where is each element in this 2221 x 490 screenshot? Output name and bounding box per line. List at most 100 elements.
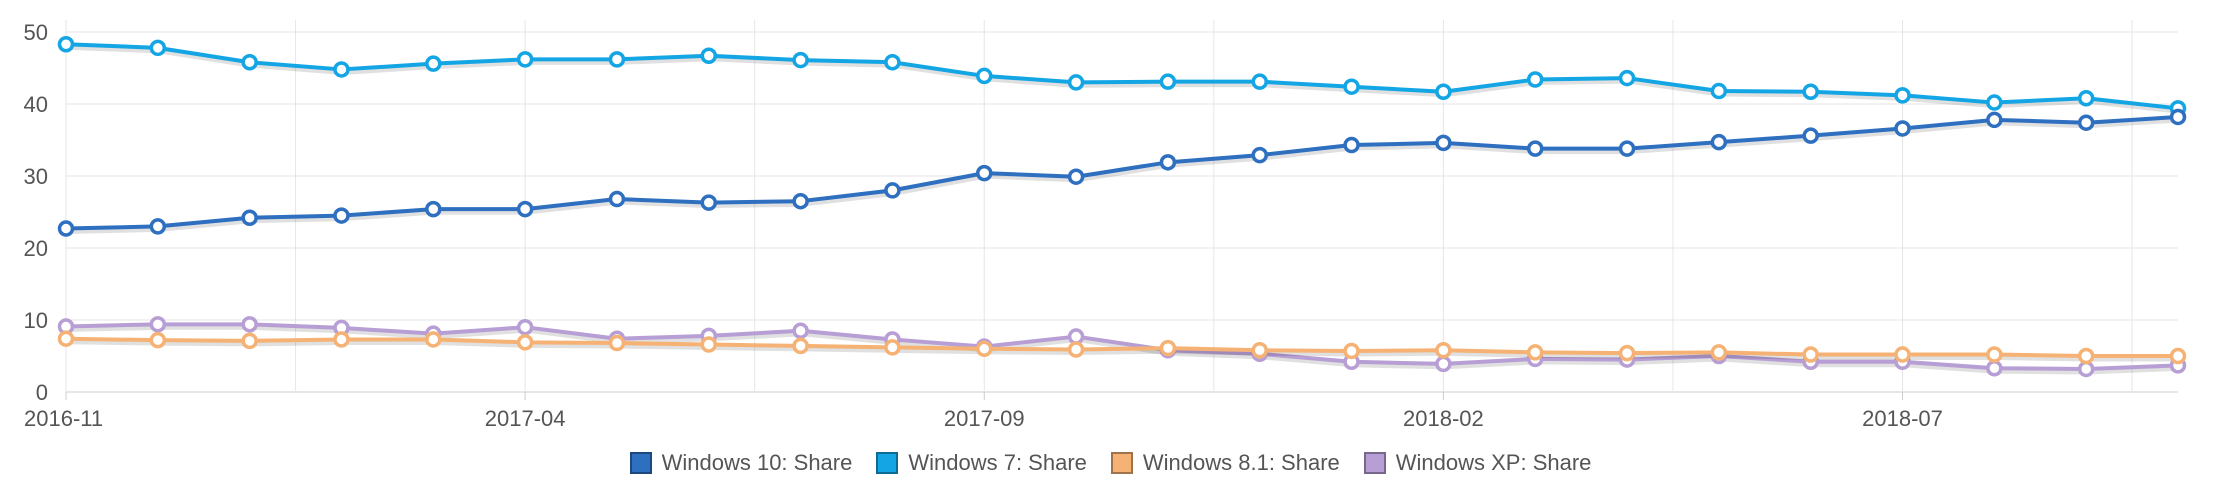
y-tick-label: 10 [24,308,48,333]
series-line [65,42,2179,111]
data-point [700,47,718,65]
data-point [241,316,258,333]
data-point [149,39,167,57]
data-point [1251,73,1268,90]
data-point [57,220,75,237]
series-line-shadow [66,324,2180,375]
chart-legend: Windows 10: Share Windows 7: Share Windows… [0,450,2221,476]
data-point [792,51,809,69]
data-point [1710,133,1728,151]
data-point [1986,111,2003,129]
data-point [1343,78,1360,95]
data-point [2077,347,2095,365]
data-point [149,218,167,235]
series-line-shadow [66,117,2180,235]
data-point [516,51,534,68]
data-point [1710,344,1728,361]
data-point [1251,146,1268,164]
data-point [1526,71,1544,88]
data-point [333,331,350,348]
legend-swatch [1110,452,1133,474]
data-point [1159,73,1177,90]
data-point [1067,341,1085,358]
data-point [884,182,901,199]
data-point [1710,82,1728,100]
data-point [1802,83,1819,101]
data-point [1159,154,1177,171]
data-point [608,334,626,352]
data-point [792,322,809,340]
data-point [2077,89,2095,107]
series-layer [57,35,2187,378]
data-point [1986,359,2003,377]
data-point [2169,347,2187,365]
x-tick-label: 2018-02 [1403,406,1484,431]
data-point [884,339,901,356]
x-tick-label: 2017-04 [485,406,566,431]
legend-item[interactable]: Windows 10: Share [629,450,853,476]
series-line-shadow [66,339,2179,362]
line-chart-plot: 0 10 20 30 40 50 2016-11 2017-04 2017-09 2018-02… [24,20,2187,431]
data-point [1618,140,1636,157]
legend-item[interactable]: Windows 7: Share [876,450,1087,476]
data-point [1894,346,1911,363]
legend-label: Windows 10: Share [661,450,853,475]
data-point [149,331,167,349]
data-point [1986,346,2003,363]
data-point [1251,341,1268,359]
data-point [1526,140,1544,157]
data-point [1802,127,1819,144]
y-tick-label: 0 [36,380,48,405]
data-point [1618,344,1636,362]
data-point [2169,108,2187,126]
data-point [1343,136,1360,154]
legend-label: Windows XP: Share [1395,450,1592,475]
legend-item[interactable]: Windows XP: Share [1363,450,1592,476]
data-point [1526,344,1544,361]
data-point [1986,94,2003,111]
data-point [516,200,534,218]
y-tick-label: 30 [24,164,48,189]
data-point [57,35,75,53]
data-point [425,331,442,348]
x-tick-label: 2017-09 [944,406,1025,431]
legend-item[interactable]: Windows 8.1: Share [1110,450,1340,476]
data-point [1435,355,1452,373]
data-point [1435,134,1452,152]
data-point [1159,339,1177,357]
y-axis-ticks: 0 10 20 30 40 50 [24,20,48,405]
data-point [1067,168,1085,185]
data-point [608,190,626,208]
data-point [425,55,442,72]
data-point [608,51,626,68]
x-tick-label: 2016-11 [24,406,103,431]
legend-swatch [629,452,652,474]
y-tick-label: 50 [24,20,48,45]
data-point [792,192,809,210]
data-point [1067,328,1085,345]
data-point [1894,87,1911,104]
data-point [241,53,258,71]
y-tick-label: 40 [24,92,48,117]
data-point [1343,342,1360,360]
series-line [65,322,2179,371]
data-point [700,336,718,353]
legend-swatch [1363,452,1386,474]
data-point [241,332,258,350]
data-point [1618,69,1636,87]
legend-label: Windows 7: Share [908,450,1087,475]
data-point [333,207,350,224]
data-point [1067,74,1085,91]
data-point [1802,346,1819,363]
series-4 [57,316,2187,378]
series-line [65,336,2178,358]
data-point [700,194,718,211]
data-point [149,316,167,333]
data-point [792,337,809,355]
data-point [241,209,258,227]
legend-swatch [876,452,899,474]
data-point [516,318,534,336]
legend-label: Windows 8.1: Share [1142,450,1340,475]
data-point [1435,341,1452,359]
